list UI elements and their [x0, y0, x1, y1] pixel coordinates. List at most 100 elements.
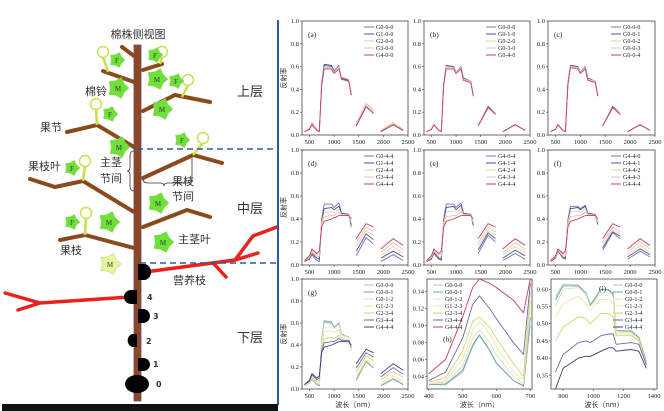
legend-label: G1-2-3 — [625, 304, 642, 310]
y-tick-label: 0.6 — [291, 193, 300, 200]
x-tick-label: 2000 — [377, 393, 390, 400]
y-tick-label: 1.0 — [413, 18, 421, 25]
vegetative-branch-left — [3, 291, 132, 312]
chart-panel: 500 1000 1500 2000 2500 0.0 0.2 0.4 0.6 0.8 1.0 G4-… — [537, 147, 662, 276]
series-line — [555, 295, 647, 366]
legend-label: G0-1-2 — [625, 297, 642, 303]
legend-label: G2-4-4 — [376, 168, 393, 174]
leaf-shape — [169, 73, 185, 89]
y-tick-label: 0.6 — [291, 320, 300, 327]
legend-label: G1-4-4 — [376, 161, 393, 167]
legend-label: G3-4-4 — [376, 318, 393, 324]
main-stem — [133, 44, 142, 402]
x-tick-label: 1500 — [599, 269, 612, 276]
legend-label: G1-2-3 — [445, 304, 462, 310]
x-tick-label: 600 — [492, 393, 502, 400]
leaf-shape — [65, 160, 81, 176]
x-tick-label: 1500 — [474, 139, 487, 146]
y-tick-label: 0.2 — [291, 364, 299, 371]
legend-label: G3-4-4 — [376, 175, 393, 181]
panel-label: (i) — [599, 284, 607, 293]
x-axis-label: 波长（nm） — [335, 400, 374, 409]
leaf-letter: M — [107, 261, 114, 269]
panel-label: (c) — [554, 30, 563, 39]
y-tick-label: 0.2 — [413, 239, 421, 246]
node-numbers: 4 3 2 1 0 — [146, 293, 162, 389]
main-stem-leaf: M — [147, 68, 169, 90]
node-number: 2 — [146, 337, 152, 346]
y-tick-label: 0.2 — [291, 109, 299, 116]
node — [125, 375, 149, 393]
legend-label: G4-4-3 — [623, 175, 640, 181]
x-tick-label: 1500 — [352, 269, 365, 276]
y-tick-label: 0.4 — [291, 86, 300, 93]
x-tick-label: 2000 — [624, 139, 637, 146]
y-tick-label: 0.6 — [537, 193, 546, 200]
fruit-branch-leaf: F — [169, 73, 185, 89]
legend-label: G4-4-4 — [376, 182, 393, 188]
flower-bud — [78, 154, 92, 182]
series-line — [555, 312, 647, 366]
label-main-stem-leaf: 主茎叶 — [178, 233, 211, 246]
fruit-branch-leaf: F — [65, 160, 81, 176]
x-tick-label: 500 — [427, 139, 437, 146]
x-tick-label: 2500 — [402, 139, 415, 146]
y-tick-label: 0.06 — [413, 356, 425, 363]
vegetative-branch-right — [143, 225, 279, 279]
chart-panel: 800 1000 1200 1400 0.35 0.40 0.45 0.50 0.55 0.60 G… — [537, 278, 660, 409]
legend-label: G0-1-0 — [498, 32, 515, 38]
leaf-letter: F — [115, 57, 119, 65]
y-tick-label: 0.2 — [537, 109, 545, 116]
node — [124, 290, 137, 304]
series-line — [304, 205, 404, 262]
chart-panel: 500 1000 1500 2000 2500 0.0 0.2 0.4 0.6 0.8 1.0 G0-… — [413, 18, 537, 146]
series-line — [550, 67, 651, 133]
y-tick-label: 1.0 — [291, 147, 299, 154]
bud-ring — [181, 73, 195, 87]
y-tick-label: 0.60 — [537, 286, 548, 293]
legend-label: G3-4-4 — [445, 318, 462, 324]
series-line — [304, 66, 404, 133]
y-axis-label: 反射率 — [279, 68, 288, 89]
legend-label: G0-0-4 — [623, 53, 640, 59]
spectral-charts: 500 1000 1500 2000 25000.00.20.40.60.81.0G0-… — [279, 18, 662, 409]
legend-label: G3-0-0 — [376, 46, 393, 52]
panel-label: (a) — [308, 30, 317, 39]
x-tick-label: 500 — [305, 269, 315, 276]
diagram-labels: 棉铃 果节 果枝叶 主茎 节间 果枝 节间 果枝 主茎叶 营养枝 — [28, 84, 211, 287]
y-tick-label: 1.0 — [537, 147, 545, 154]
y-tick-label: 0.6 — [291, 64, 300, 71]
panel-label: (f) — [554, 159, 562, 168]
legend-label: G4-0-4 — [498, 154, 515, 160]
leaf-letter: M — [116, 144, 123, 152]
fruit-branch-leaf: F — [65, 214, 81, 230]
y-tick-label: 1.0 — [537, 18, 545, 25]
x-axis-label: 波长（nm） — [460, 400, 499, 409]
leaf-shape — [108, 77, 130, 99]
legend-label: G4-4-4 — [498, 182, 515, 188]
x-tick-label: 1000 — [450, 269, 463, 276]
chart-panel: 500 1000 1500 2000 2500 0.0 0.2 0.4 0.6 0.8 1.0 G4-… — [413, 147, 537, 276]
y-axis-label: 反射率 — [279, 324, 288, 345]
series-line — [555, 285, 647, 362]
legend-label: G4-1-4 — [498, 161, 515, 167]
main-stem-leaf: M — [100, 253, 122, 275]
legend-label: G4-4-1 — [623, 161, 640, 167]
panel-label: (g) — [308, 288, 317, 297]
node-number: 1 — [153, 360, 159, 369]
x-tick-label: 2500 — [524, 139, 537, 146]
legend-label: G0-1-2 — [445, 297, 462, 303]
x-tick-label: 500 — [458, 393, 468, 400]
legend-label: G0-2-0 — [498, 39, 515, 45]
leaf-shape — [109, 136, 131, 158]
y-tick-label: 0.6 — [413, 64, 422, 71]
y-tick-label: 0.8 — [291, 170, 299, 177]
legend-label: G1-2-3 — [376, 304, 393, 310]
leaf-shape — [65, 214, 81, 230]
leaf-letter: M — [115, 85, 122, 93]
bud-ring — [96, 45, 110, 59]
legend-label: G0-0-2 — [623, 39, 640, 45]
x-tick-label: 1200 — [617, 393, 630, 400]
y-tick-label: 0.4 — [413, 216, 422, 223]
y-axis-label: 反射率 — [279, 197, 288, 218]
